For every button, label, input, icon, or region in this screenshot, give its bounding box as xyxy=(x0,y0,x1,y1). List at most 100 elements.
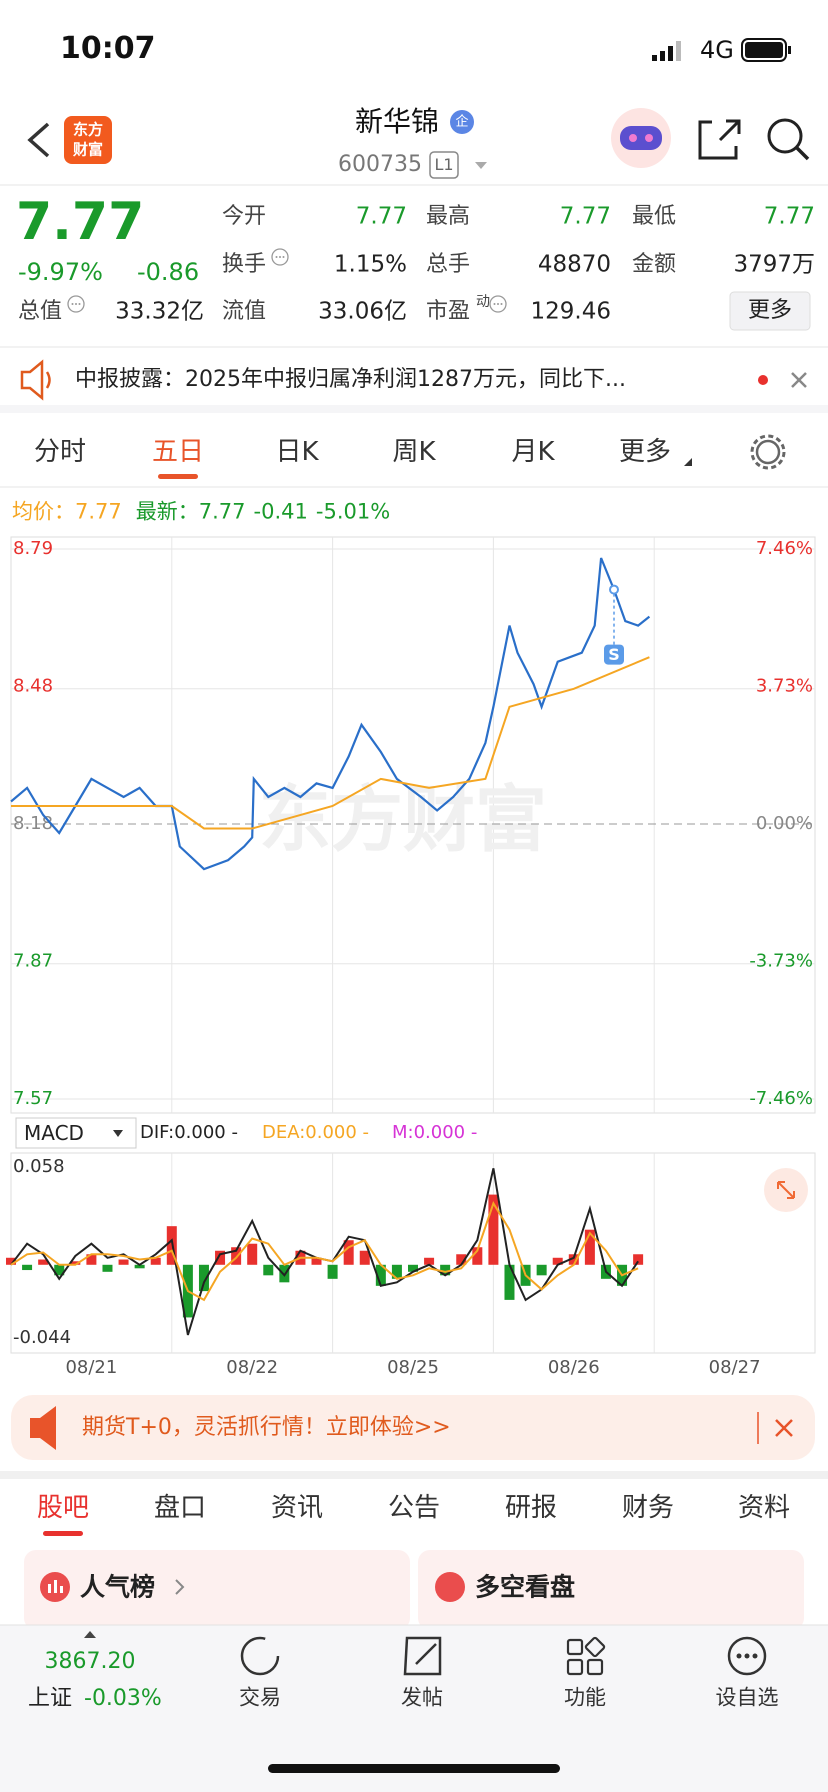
icon-bar xyxy=(60,1586,63,1593)
price-line xyxy=(11,656,650,830)
last-price: 7.77 xyxy=(16,192,145,252)
macd-bar xyxy=(504,1264,515,1300)
chart-info: 最新： xyxy=(135,499,199,524)
field-label: 总手 xyxy=(426,252,471,277)
logo-text: 财富 xyxy=(72,140,104,159)
field-label: 换手 xyxy=(222,252,267,277)
settings-button[interactable] xyxy=(755,439,781,465)
chart-tab: 日K xyxy=(275,437,319,467)
macd-bar xyxy=(263,1264,274,1276)
chart-tab: 分时 xyxy=(33,437,87,467)
macd-bar xyxy=(584,1229,595,1265)
back-button[interactable] xyxy=(27,122,50,158)
macd-legend: M:0.000 - xyxy=(392,1122,478,1143)
macd-bar xyxy=(440,1264,451,1276)
sentiment-card[interactable] xyxy=(418,1550,804,1630)
post-icon[interactable] xyxy=(403,1636,442,1676)
status-time: 10:07 xyxy=(60,31,156,66)
index-arrow xyxy=(84,1631,96,1638)
info-icon xyxy=(489,295,507,313)
macd-bar xyxy=(22,1264,33,1271)
function-icon xyxy=(566,1658,584,1676)
macd-bar xyxy=(247,1243,258,1265)
y-tick-label: 8.48 xyxy=(13,676,53,697)
chart-tab: 周K xyxy=(392,437,436,467)
battery-tip xyxy=(788,46,791,54)
share-button[interactable] xyxy=(698,119,741,160)
watchlist-icon[interactable] xyxy=(727,1636,767,1676)
dropdown-arrow xyxy=(113,1130,123,1137)
trade-icon[interactable] xyxy=(240,1636,280,1676)
icon-bar xyxy=(54,1580,57,1593)
search-button[interactable] xyxy=(767,118,803,154)
index-name: 上证 xyxy=(28,1686,73,1711)
y-tick-label: 7.87 xyxy=(13,951,53,972)
dropdown-arrow xyxy=(684,458,692,466)
dot xyxy=(736,1653,742,1659)
popularity-card[interactable] xyxy=(24,1550,410,1630)
function-icon xyxy=(584,1636,606,1658)
chart-info: -0.41 xyxy=(253,499,308,524)
badge-icon xyxy=(450,110,474,134)
signal-bar xyxy=(652,55,657,61)
dot xyxy=(752,1653,758,1659)
change-amount: -0.86 xyxy=(137,258,200,286)
tab-underline xyxy=(158,474,198,479)
signal-badge xyxy=(604,644,624,665)
card-title: 多空看盘 xyxy=(475,1572,576,1602)
macd-bar xyxy=(86,1254,97,1265)
macd-bar xyxy=(391,1264,402,1279)
nav-label[interactable]: 功能 xyxy=(564,1685,606,1710)
macd-bar xyxy=(70,1261,81,1265)
nav-label[interactable]: 交易 xyxy=(239,1685,281,1710)
app-logo xyxy=(64,116,112,164)
more-button-label: 更多 xyxy=(747,298,793,323)
content-tab: 股吧 xyxy=(36,1493,90,1523)
index-change: -0.03% xyxy=(84,1686,162,1711)
battery-level xyxy=(745,42,783,58)
field-label: 金额 xyxy=(632,252,677,277)
signal-bar xyxy=(668,46,673,61)
function-icon[interactable] xyxy=(566,1638,584,1656)
unread-dot xyxy=(758,375,768,385)
chart-tab: 月K xyxy=(511,437,555,467)
status-network: 4G xyxy=(700,36,734,64)
nav-label[interactable]: 设自选 xyxy=(715,1685,779,1710)
banner-close[interactable] xyxy=(775,1419,793,1437)
macd-legend: DEA:0.000 - xyxy=(262,1122,370,1143)
field-label: 今开 xyxy=(222,204,267,229)
macd-bar xyxy=(633,1254,644,1265)
close-button[interactable] xyxy=(791,372,807,388)
macd-bar xyxy=(118,1259,129,1265)
info-icon xyxy=(67,295,85,313)
change-percent: -9.97% xyxy=(18,258,103,286)
dot xyxy=(282,256,285,258)
notice-text: 中报披露：2025年中报归属净利润1287万元，同比下... xyxy=(75,367,626,392)
macd-bar xyxy=(359,1250,370,1265)
field-label: 最高 xyxy=(426,204,471,229)
macd-bar xyxy=(424,1257,435,1265)
signal-bar xyxy=(676,41,681,61)
nav-label[interactable]: 发帖 xyxy=(401,1685,443,1710)
signal-bar xyxy=(660,51,665,61)
dropdown-arrow[interactable] xyxy=(475,162,487,169)
dot xyxy=(500,303,503,305)
more-button[interactable] xyxy=(729,291,811,331)
promo-banner[interactable] xyxy=(11,1395,815,1460)
field-label: 流值 xyxy=(222,299,267,324)
field-value: 1.15% xyxy=(333,251,407,278)
y-tick-label: 7.57 xyxy=(13,1088,53,1109)
level-box xyxy=(429,151,459,179)
macd-selector-label: MACD xyxy=(24,1121,84,1145)
logo-text: 东方 xyxy=(72,120,104,139)
index-value: 3867.20 xyxy=(44,1649,136,1674)
y2-tick-label: 7.46% xyxy=(756,538,813,559)
dot xyxy=(275,256,278,258)
field-label: 最低 xyxy=(632,204,677,229)
field-superscript: 动 xyxy=(476,294,490,310)
x-tick-label: 08/25 xyxy=(387,1357,439,1378)
field-label: 市盈 xyxy=(426,299,471,324)
settings-gear xyxy=(750,434,786,470)
field-value: 129.46 xyxy=(530,298,611,325)
